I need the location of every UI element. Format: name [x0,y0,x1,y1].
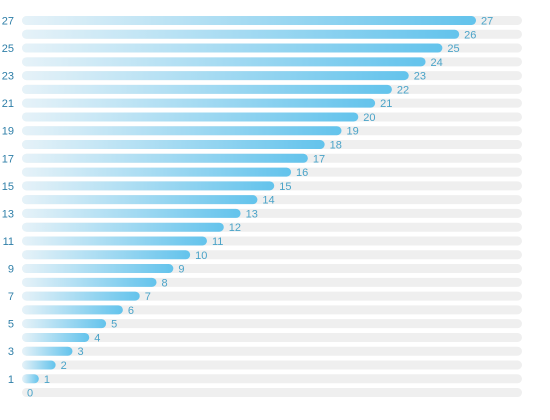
bar [22,236,207,246]
value-label: 27 [481,16,493,28]
bar-layer [22,16,476,384]
bar [22,71,409,81]
value-label: 24 [431,57,443,69]
value-label: 14 [262,195,274,207]
y-tick-label: 17 [2,153,14,165]
value-label: 11 [212,236,223,248]
bar [22,181,275,191]
bar [22,264,174,274]
value-label-layer: 2726252423222120191817161514131211109876… [27,16,493,400]
bar [22,29,460,39]
bar [22,319,107,329]
y-tick-label: 15 [2,181,14,193]
value-label: 2 [61,360,67,372]
bar [22,305,123,315]
bar [22,277,157,287]
y-tick-label: 9 [8,264,14,276]
y-tick-label: 13 [2,208,14,220]
y-axis-tick-layer: 27 25 23 21 19 17 15 13 11 9 7 5 3 1 [2,16,14,386]
bar [22,112,359,122]
bar [22,222,224,232]
bar [22,126,342,136]
y-tick-label: 7 [8,291,14,303]
bar [22,291,140,301]
value-label: 1 [44,374,50,386]
value-label: 15 [279,181,291,193]
bar-track [22,388,522,398]
bar-track [22,346,522,356]
value-label: 18 [330,140,342,152]
value-label: 9 [178,264,184,276]
bar [22,16,476,25]
value-label: 6 [128,305,134,317]
value-label: 3 [77,346,83,358]
bar [22,332,90,342]
bar [22,153,308,163]
bar-track [22,291,522,301]
value-label: 10 [195,250,207,262]
y-tick-label: 23 [2,71,14,83]
bar [22,250,191,260]
value-label: 5 [111,319,117,331]
value-label: 0 [27,388,33,400]
y-tick-label: 25 [2,43,14,55]
value-label: 20 [363,112,375,124]
value-label: 25 [447,43,459,55]
value-label: 4 [94,332,100,344]
bar [22,98,376,108]
value-label: 17 [313,153,325,165]
y-tick-label: 27 [2,16,14,28]
bar-track [22,319,522,329]
bar [22,360,56,370]
bar-track [22,332,522,342]
bar [22,195,258,205]
value-label: 16 [296,167,308,179]
value-label: 26 [464,29,476,41]
bar [22,208,241,218]
bar [22,84,392,94]
y-tick-label: 19 [2,126,14,138]
bar-track [22,374,522,384]
value-label: 7 [145,291,151,303]
value-label: 22 [397,84,409,96]
y-tick-label: 3 [8,346,14,358]
value-label: 12 [229,222,241,234]
bar [22,57,426,67]
bar [22,167,292,177]
y-tick-label: 5 [8,319,14,331]
y-tick-label: 1 [8,374,14,386]
bar [22,346,73,356]
bar [22,140,325,150]
value-label: 21 [380,98,392,110]
y-tick-label: 11 [3,236,14,248]
value-label: 23 [414,71,426,83]
bar [22,43,443,53]
y-tick-label: 21 [2,98,14,110]
bar-track [22,305,522,315]
bar [22,374,39,384]
bar-track [22,360,522,370]
value-label: 19 [346,126,358,138]
value-label: 13 [246,208,258,220]
value-label: 8 [162,277,168,289]
